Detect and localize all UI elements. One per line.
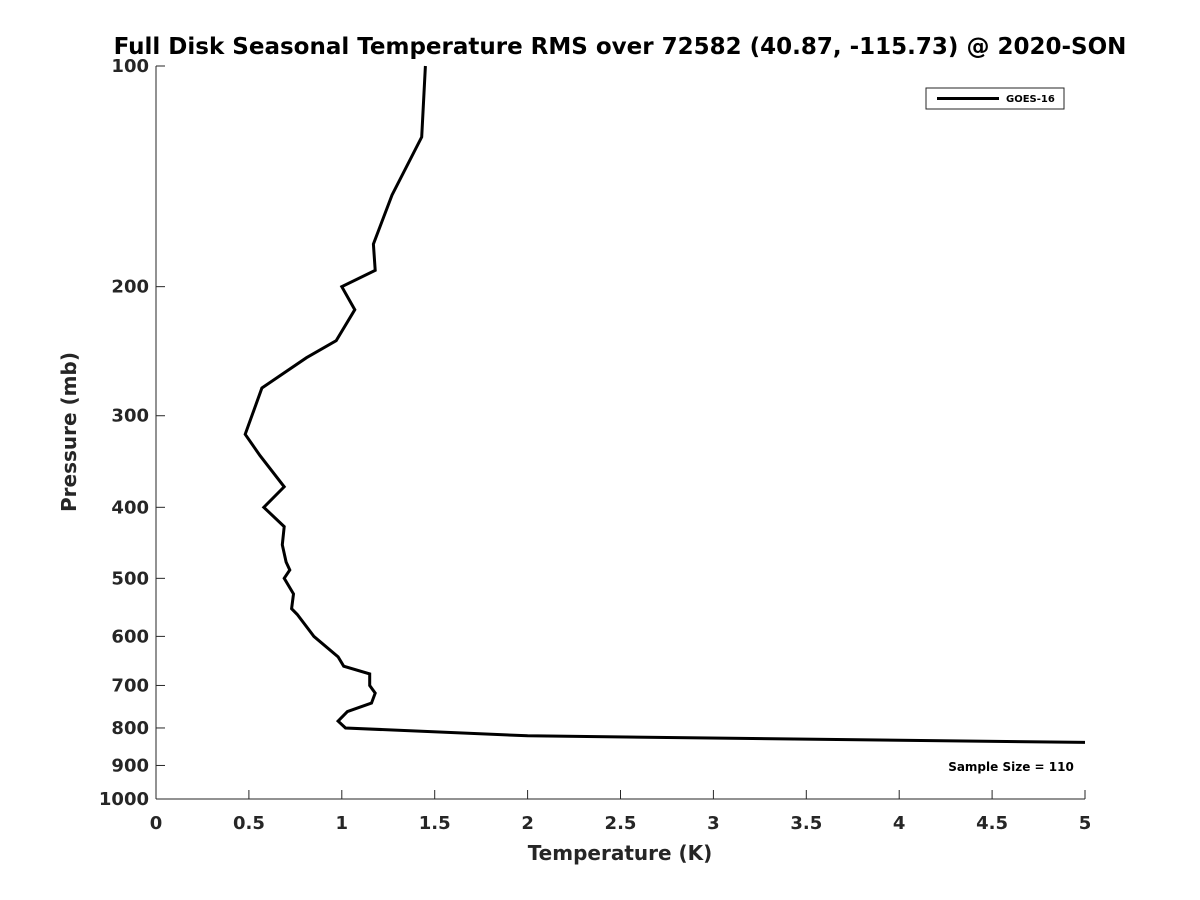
y-tick-label: 800	[111, 718, 149, 739]
axis-ticks: 0 0.5 1 1.5 2 2.5 3 3.5 4 4.5 5 100 200 300 400 500 600 7…	[99, 56, 1091, 834]
y-tick-label: 500	[111, 568, 149, 589]
x-tick-label: 5	[1079, 813, 1092, 834]
x-tick-label: 1.5	[419, 813, 451, 834]
chart-title: Full Disk Seasonal Temperature RMS over …	[114, 34, 1127, 60]
series-line-goes-16	[243, 65, 1086, 744]
x-tick-label: 0	[150, 813, 163, 834]
y-tick-label: 300	[111, 406, 149, 427]
y-tick-label: 1000	[99, 789, 149, 810]
x-tick-label: 1	[336, 813, 349, 834]
x-tick-label: 0.5	[233, 813, 265, 834]
x-tick-label: 3	[707, 813, 720, 834]
sample-size-annotation: Sample Size = 110	[948, 760, 1074, 774]
plot-axes	[155, 66, 1085, 800]
legend-label: GOES-16	[1006, 94, 1055, 105]
x-axis-label: Temperature (K)	[528, 841, 713, 865]
x-tick-label: 2	[521, 813, 534, 834]
x-tick-label: 4	[893, 813, 906, 834]
y-tick-label: 900	[111, 755, 149, 776]
x-tick-label: 4.5	[976, 813, 1008, 834]
x-tick-label: 3.5	[790, 813, 822, 834]
data-series	[243, 65, 1086, 744]
legend: GOES-16	[925, 87, 1065, 110]
y-tick-label: 400	[111, 497, 149, 518]
y-tick-label: 700	[111, 675, 149, 696]
y-tick-label: 200	[111, 277, 149, 298]
y-tick-label: 100	[111, 56, 149, 77]
y-axis-label: Pressure (mb)	[57, 352, 81, 512]
x-tick-label: 2.5	[605, 813, 637, 834]
y-tick-label: 600	[111, 626, 149, 647]
